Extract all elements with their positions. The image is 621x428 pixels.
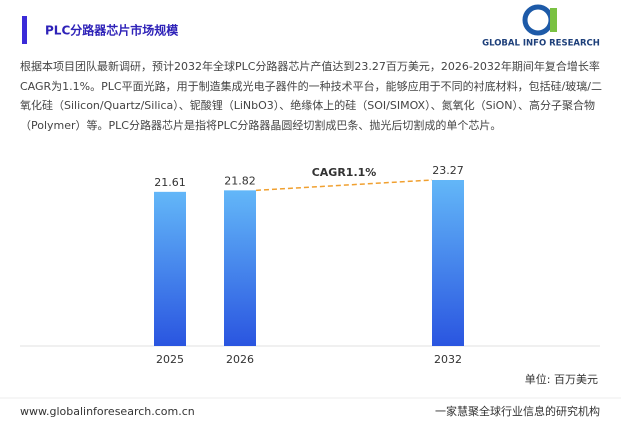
value-label: 21.82 — [224, 174, 256, 187]
logo-icon — [522, 4, 554, 36]
bar — [154, 191, 186, 346]
title: PLC分路器芯片市场规模 — [45, 23, 179, 38]
logo-text: GLOBAL INFO RESEARCH — [482, 39, 600, 49]
footer-slogan: 一家慧聚全球行业信息的研究机构 — [435, 404, 600, 418]
cagr-label: CAGR1.1% — [312, 166, 377, 179]
unit-label: 单位: 百万美元 — [525, 372, 598, 386]
title-accent — [22, 16, 27, 44]
logo-icon — [550, 8, 557, 32]
footer-url: www.globalinforesearch.com.cn — [20, 405, 195, 418]
value-label: 23.27 — [432, 164, 464, 177]
x-tick-label: 2026 — [226, 353, 254, 366]
value-label: 21.61 — [154, 176, 186, 189]
bar — [432, 180, 464, 346]
bar — [224, 190, 256, 346]
cagr-line — [255, 179, 433, 192]
x-tick-label: 2025 — [156, 353, 184, 366]
x-tick-label: 2032 — [434, 353, 462, 366]
description: 根据本项目团队最新调研，预计2032年全球PLC分路器芯片产值达到23.27百万… — [20, 60, 602, 132]
